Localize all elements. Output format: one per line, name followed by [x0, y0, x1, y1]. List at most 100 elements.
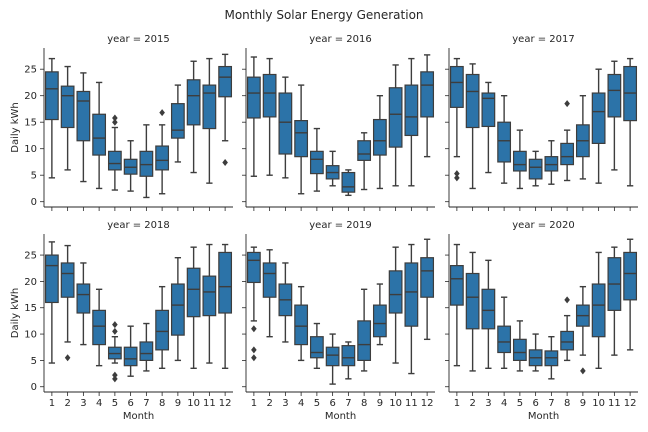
box-iqr	[246, 251, 261, 284]
box-iqr	[60, 85, 75, 129]
y-tick-label: 15	[24, 303, 37, 314]
box-iqr	[278, 92, 293, 155]
outlier-point	[251, 325, 257, 333]
box-iqr	[528, 158, 543, 180]
x-tick-label: 10	[389, 398, 402, 409]
box-iqr	[357, 320, 372, 361]
box-iqr	[139, 150, 154, 177]
box-iqr	[481, 288, 496, 330]
box-month-12	[420, 238, 435, 341]
x-tick-label: 5	[517, 398, 523, 409]
box-iqr	[202, 84, 217, 130]
outlier-point	[112, 118, 118, 126]
box-iqr	[155, 309, 170, 351]
y-tick-label: 10	[24, 144, 37, 155]
y-tick-label: 0	[31, 382, 37, 393]
box-iqr	[309, 336, 324, 359]
box-month-1	[246, 56, 261, 177]
box-month-10	[388, 64, 403, 187]
box-month-12	[623, 238, 638, 351]
x-tick-label: 1	[454, 398, 460, 409]
box-iqr	[294, 304, 309, 346]
box-month-10	[388, 246, 403, 364]
box-month-4	[294, 84, 309, 195]
box-iqr	[294, 120, 309, 158]
box-month-10	[591, 251, 606, 369]
x-tick-label: 7	[143, 398, 149, 409]
outlier-point	[112, 371, 118, 379]
box-month-10	[186, 246, 201, 369]
box-month-3	[76, 262, 91, 346]
outlier-point	[112, 375, 118, 383]
box-month-8	[155, 109, 170, 195]
box-iqr	[404, 84, 419, 137]
box-month-7	[341, 169, 356, 197]
box-month-7	[544, 336, 559, 380]
box-month-7	[139, 124, 154, 199]
box-iqr	[512, 338, 527, 362]
y-tick-label: 10	[24, 330, 37, 341]
box-month-1	[449, 57, 464, 182]
box-iqr	[92, 113, 107, 156]
box-iqr	[341, 345, 356, 367]
box-iqr	[218, 251, 233, 314]
box-month-5	[309, 322, 324, 369]
box-iqr	[341, 171, 356, 193]
box-month-8	[155, 285, 170, 369]
box-month-12	[218, 243, 233, 369]
box-iqr	[92, 309, 107, 346]
box-month-1	[246, 246, 261, 362]
box-month-9	[170, 257, 185, 362]
box-month-9	[372, 94, 387, 190]
box-month-11	[404, 57, 419, 187]
x-tick-label: 10	[592, 398, 605, 409]
x-tick-label: 8	[159, 398, 165, 409]
x-tick-label: 6	[329, 398, 335, 409]
y-tick-label: 20	[24, 91, 37, 102]
x-tick-label: 4	[298, 398, 304, 409]
outlier-point	[251, 346, 257, 354]
box-iqr	[420, 71, 435, 118]
box-iqr	[544, 156, 559, 172]
box-month-8	[357, 132, 372, 191]
box-month-11	[607, 60, 622, 171]
y-tick-label: 25	[24, 65, 37, 76]
y-tick-label: 15	[24, 118, 37, 129]
outlier-point	[64, 354, 71, 362]
y-tick-label: 5	[31, 171, 37, 182]
figure-title: Monthly Solar Energy Generation	[224, 8, 423, 22]
box-iqr	[623, 251, 638, 301]
x-tick-label: 1	[49, 398, 55, 409]
outlier-point	[222, 158, 228, 166]
x-axis-label: Month	[528, 411, 559, 422]
box-iqr	[497, 121, 512, 163]
box-month-3	[481, 81, 496, 174]
box-iqr	[218, 65, 233, 98]
y-tick-label: 0	[31, 197, 37, 208]
x-tick-label: 7	[345, 398, 351, 409]
x-tick-label: 11	[203, 398, 216, 409]
facet-label: year = 2020	[512, 220, 575, 231]
x-axis-label: Month	[123, 411, 154, 422]
box-iqr	[170, 103, 185, 139]
box-month-1	[449, 243, 464, 367]
box-month-10	[591, 68, 606, 184]
facet-panel-1: year = 2016	[242, 34, 435, 211]
outlier-point	[112, 327, 118, 335]
facet-label: year = 2019	[309, 220, 372, 231]
x-tick-label: 2	[64, 398, 70, 409]
outlier-point	[454, 170, 460, 178]
box-iqr	[139, 341, 154, 362]
box-month-9	[372, 283, 387, 346]
box-month-2	[60, 244, 75, 362]
box-iqr	[449, 65, 464, 108]
box-month-12	[623, 57, 638, 187]
box-month-3	[481, 259, 496, 369]
box-iqr	[202, 275, 217, 317]
box-month-2	[465, 251, 480, 372]
box-iqr	[465, 272, 480, 330]
x-tick-label: 5	[112, 398, 118, 409]
x-tick-label: 6	[532, 398, 538, 409]
